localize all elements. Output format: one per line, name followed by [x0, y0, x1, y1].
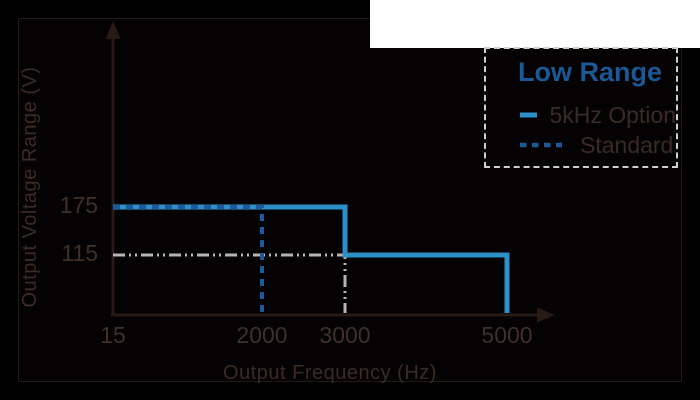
solid-line-swatch	[520, 112, 538, 118]
legend-item-5khz-option: 5kHz Option	[518, 100, 676, 130]
plot-background-panel	[18, 18, 682, 382]
legend: Low Range 5kHz Option Standard	[484, 47, 678, 168]
legend-title: Low Range	[518, 57, 663, 87]
series-line-5khz-option	[113, 204, 510, 313]
x-axis-arrowhead	[537, 307, 555, 323]
y-axis-title: Output Voltage Range (V)	[19, 66, 41, 308]
series-line-standard	[113, 205, 264, 313]
legend-item-label: Standard	[580, 131, 674, 158]
reference-line	[113, 253, 347, 313]
y-axis-arrowhead	[105, 21, 121, 39]
dashed-line-swatch	[520, 142, 562, 148]
legend-item-standard: Standard	[518, 130, 676, 160]
x-axis-title: Output Frequency (Hz)	[223, 362, 437, 384]
top-right-white-area	[370, 0, 700, 48]
legend-item-label: 5kHz Option	[549, 101, 676, 128]
